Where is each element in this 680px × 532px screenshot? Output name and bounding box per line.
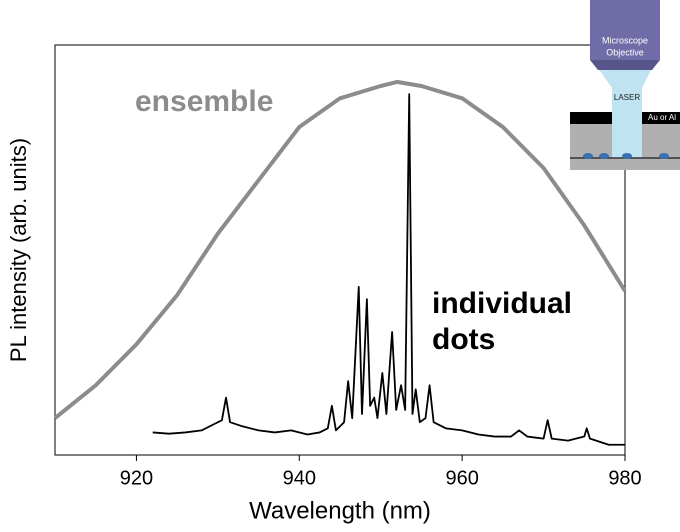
x-tick-label: 960	[445, 467, 478, 489]
laser-label: LASER	[614, 93, 640, 102]
series-label: ensemble	[135, 85, 273, 118]
qd	[599, 153, 609, 159]
x-axis-label: Wavelength (nm)	[249, 497, 431, 524]
series-line	[152, 93, 625, 446]
objective-tip	[590, 60, 660, 70]
y-axis-label: PL intensity (arb. units)	[6, 138, 31, 362]
objective-label: Objective	[606, 47, 644, 57]
objective	[590, 0, 660, 60]
series-label: individual dots	[432, 287, 573, 356]
laser-beam	[598, 68, 652, 158]
inset-diagram: Microscope Objective LASER Au or Al	[570, 0, 680, 170]
qd	[622, 153, 632, 159]
layer-label: Au or Al	[648, 113, 676, 122]
plot-frame	[54, 44, 626, 456]
x-tick-label: 920	[120, 467, 153, 489]
objective-label: Microscope	[602, 35, 648, 45]
x-tick-label: 980	[608, 467, 641, 489]
series-line	[53, 79, 627, 420]
x-tick-label: 940	[283, 467, 316, 489]
qd	[583, 153, 593, 159]
qd	[659, 153, 669, 159]
